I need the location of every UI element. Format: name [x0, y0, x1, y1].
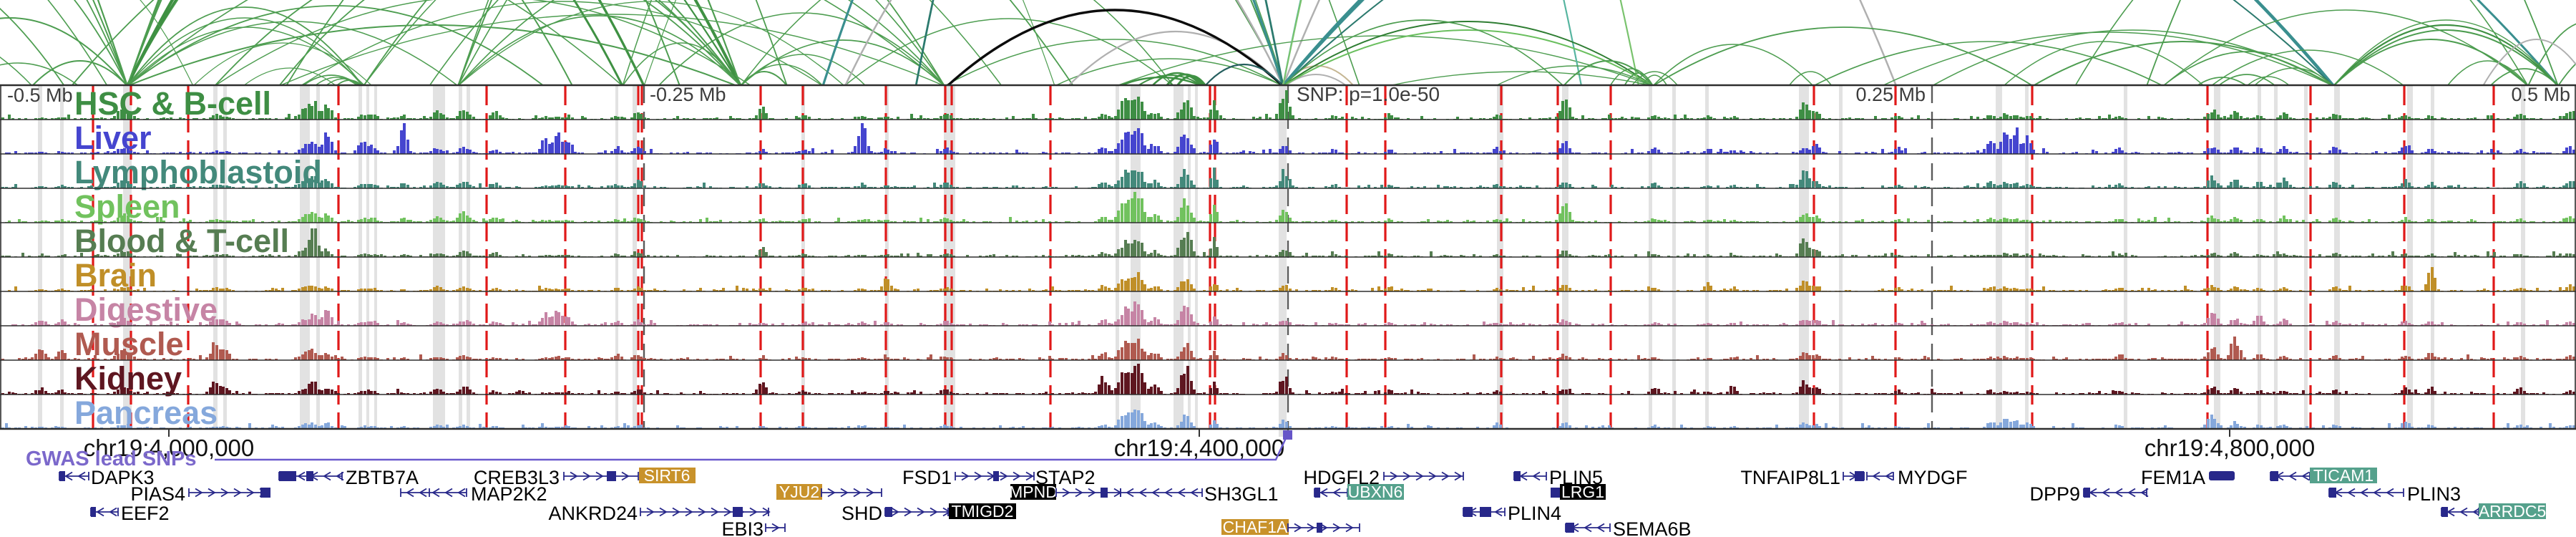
svg-text:FEM1A: FEM1A — [2141, 467, 2205, 488]
svg-text:Brain: Brain — [74, 257, 157, 294]
svg-text:CHAF1A: CHAF1A — [1223, 518, 1288, 536]
svg-text:Spleen: Spleen — [74, 188, 180, 225]
svg-text:EBI3: EBI3 — [721, 518, 763, 537]
svg-text:GWAS lead SNPs: GWAS lead SNPs — [26, 448, 197, 470]
svg-text:TICAM1: TICAM1 — [2313, 466, 2373, 485]
svg-text:HSC & B-cell: HSC & B-cell — [74, 85, 271, 122]
svg-text:CREB3L3: CREB3L3 — [474, 467, 560, 488]
svg-text:MAP2K2: MAP2K2 — [471, 483, 547, 505]
svg-text:Lymphoblastoid: Lymphoblastoid — [74, 154, 322, 190]
svg-text:LRG1: LRG1 — [1561, 483, 1604, 501]
svg-text:SIRT6: SIRT6 — [644, 466, 691, 485]
svg-text:EEF2: EEF2 — [121, 503, 170, 524]
svg-text:PLIN3: PLIN3 — [2407, 483, 2461, 505]
svg-text:0.25 Mb: 0.25 Mb — [1855, 84, 1926, 105]
svg-text:TMIGD2: TMIGD2 — [952, 502, 1014, 521]
svg-text:FSD1: FSD1 — [902, 467, 952, 488]
svg-text:ARRDC5: ARRDC5 — [2479, 502, 2547, 521]
svg-text:SEMA6B: SEMA6B — [1613, 518, 1692, 537]
svg-text:0.5 Mb: 0.5 Mb — [2511, 84, 2570, 105]
svg-text:DPP9: DPP9 — [2029, 483, 2080, 505]
svg-text:Blood & T-cell: Blood & T-cell — [74, 223, 289, 259]
svg-text:SH3GL1: SH3GL1 — [1204, 483, 1279, 505]
svg-text:SHD: SHD — [841, 503, 882, 524]
svg-text:-0.25 Mb: -0.25 Mb — [650, 84, 726, 105]
svg-text:Pancreas: Pancreas — [74, 395, 218, 431]
svg-text:SNP: p=1.0e-50: SNP: p=1.0e-50 — [1297, 83, 1440, 105]
svg-text:-0.5 Mb: -0.5 Mb — [7, 84, 73, 106]
svg-text:MPND: MPND — [1009, 483, 1058, 501]
svg-text:ANKRD24: ANKRD24 — [548, 503, 638, 524]
svg-text:Digestive: Digestive — [74, 291, 218, 328]
svg-text:chr19:4,000,000: chr19:4,000,000 — [84, 435, 255, 461]
svg-text:UBXN6: UBXN6 — [1348, 483, 1403, 501]
svg-text:DAPK3: DAPK3 — [91, 467, 155, 488]
svg-text:Liver: Liver — [74, 120, 152, 156]
svg-text:TNFAIP8L1: TNFAIP8L1 — [1740, 467, 1840, 488]
svg-text:ZBTB7A: ZBTB7A — [346, 467, 419, 488]
svg-text:PIAS4: PIAS4 — [130, 483, 185, 505]
svg-text:MYDGF: MYDGF — [1898, 467, 1968, 488]
svg-text:YJU2: YJU2 — [779, 483, 819, 501]
svg-text:PLIN4: PLIN4 — [1508, 503, 1561, 524]
svg-text:Kidney: Kidney — [74, 360, 182, 397]
svg-text:chr19:4,400,000: chr19:4,400,000 — [1114, 435, 1285, 461]
svg-text:Muscle: Muscle — [74, 326, 184, 362]
svg-text:chr19:4,800,000: chr19:4,800,000 — [2145, 435, 2316, 461]
